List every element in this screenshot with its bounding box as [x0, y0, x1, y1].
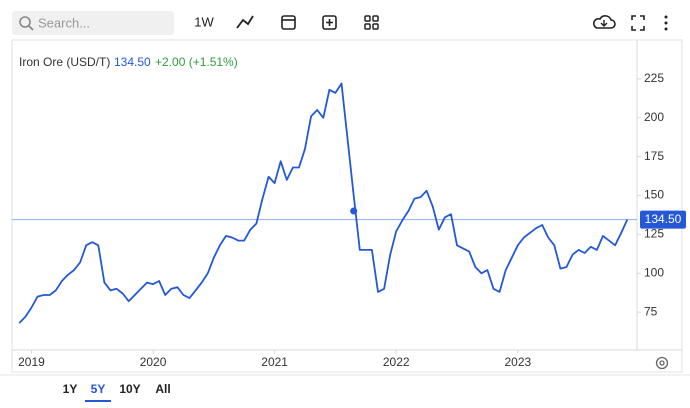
legend-name: Iron Ore (USD/T) — [19, 55, 110, 69]
legend-change: +2.00 (+1.51%) — [155, 55, 238, 69]
interval-button[interactable]: 1W — [194, 14, 214, 29]
chart-frame — [11, 39, 683, 373]
x-tick-label: 2021 — [261, 355, 288, 369]
add-icon[interactable] — [322, 15, 337, 30]
download-icon[interactable] — [593, 15, 616, 29]
x-tick-label: 2020 — [140, 355, 167, 369]
search-icon — [19, 16, 31, 28]
y-tick-label: 100 — [644, 265, 664, 279]
range-button[interactable]: All — [155, 382, 170, 396]
settings-icon[interactable] — [655, 356, 669, 370]
range-button[interactable]: 1Y — [63, 382, 78, 396]
range-button[interactable]: 10Y — [119, 382, 140, 396]
range-button[interactable]: 5Y — [91, 382, 106, 396]
y-tick-label: 75 — [644, 304, 658, 318]
calendar-icon[interactable] — [281, 15, 296, 30]
search-placeholder: Search... — [38, 15, 90, 30]
y-tick-label: 175 — [644, 149, 664, 163]
last-price-box — [640, 210, 686, 229]
download-icon — [600, 20, 608, 27]
last-price-label: 134.50 — [645, 212, 682, 226]
legend-last: 134.50 — [114, 55, 151, 69]
menu-icon[interactable] — [664, 15, 668, 31]
grid-icon[interactable] — [364, 15, 379, 30]
chart-type-icon[interactable] — [236, 15, 254, 29]
y-tick-label: 125 — [644, 227, 664, 241]
search-icon — [28, 25, 34, 31]
x-tick-label: 2019 — [18, 355, 45, 369]
search-box[interactable] — [12, 11, 174, 35]
event-marker — [350, 207, 358, 215]
price-line — [18, 82, 629, 324]
y-tick-label: 225 — [644, 71, 664, 85]
x-tick-label: 2023 — [504, 355, 531, 369]
y-tick-label: 150 — [644, 188, 664, 202]
x-tick-label: 2022 — [383, 355, 410, 369]
y-tick-label: 200 — [644, 110, 664, 124]
fullscreen-icon[interactable] — [631, 15, 645, 31]
add-icon — [326, 19, 333, 26]
